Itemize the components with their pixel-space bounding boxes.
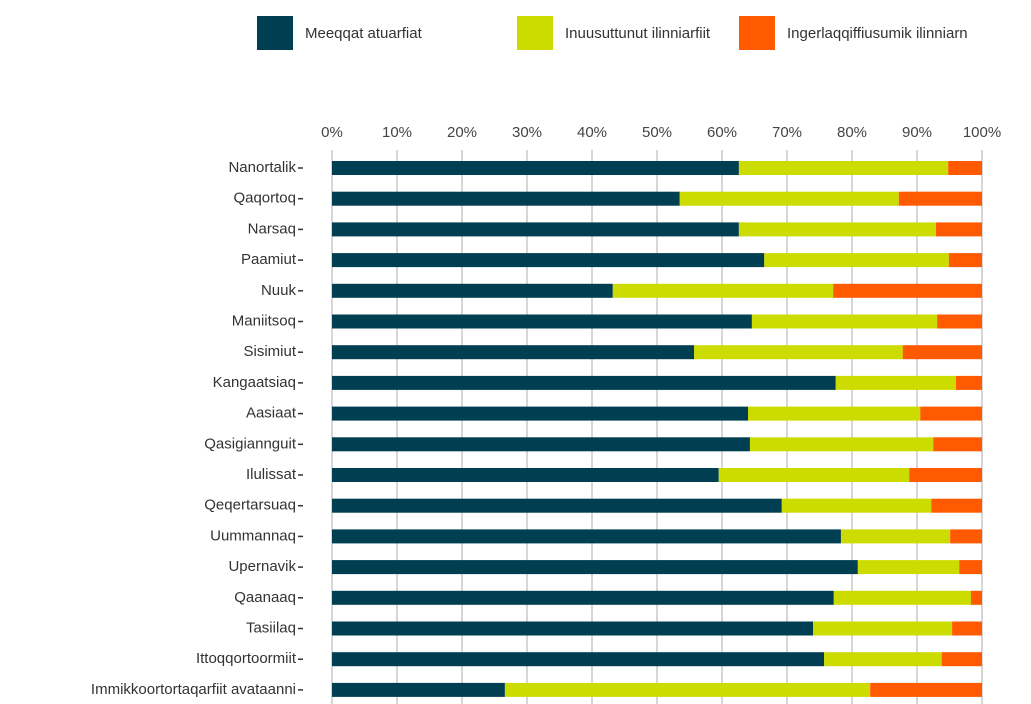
x-tick-label: 30% <box>512 124 542 141</box>
bar-segment <box>694 345 903 360</box>
bar-segment <box>748 406 921 421</box>
y-tick-label: Qasigiannguit <box>204 435 297 452</box>
bar-segment <box>332 437 750 452</box>
x-tick-label: 100% <box>963 124 1001 141</box>
y-tick-label: Qaqortoq <box>233 190 296 207</box>
bar-segment <box>970 590 982 605</box>
bar-segment <box>332 498 782 513</box>
bar-segment <box>952 621 982 636</box>
bar-segment <box>898 191 982 206</box>
x-tick-label: 40% <box>577 124 607 141</box>
legend-swatch <box>739 16 775 50</box>
bar-segment <box>332 468 719 482</box>
bar-segment <box>959 560 982 575</box>
bar-segment <box>332 375 836 390</box>
y-tick-label: Ittoqqortoormiit <box>196 650 297 667</box>
bar-segment <box>948 253 982 268</box>
x-tick-label: 60% <box>707 124 737 141</box>
y-tick-label: Aasiaat <box>246 405 297 422</box>
bar-segment <box>937 314 982 329</box>
y-tick-label: Tasiilaq <box>246 619 296 636</box>
bar-segment <box>332 161 739 175</box>
bar-segment <box>824 652 942 667</box>
bar-segment <box>332 529 841 544</box>
x-tick-label: 70% <box>772 124 802 141</box>
bar-segment <box>941 652 982 667</box>
bar-segment <box>332 191 680 206</box>
bar-segment <box>870 682 982 697</box>
bar-segment <box>679 191 899 206</box>
bar-segment <box>332 283 613 298</box>
bar-segment <box>332 560 858 575</box>
y-tick-label: Maniitsoq <box>232 312 296 329</box>
y-tick-label: Qaanaaq <box>234 589 296 606</box>
bar-segment <box>833 283 982 298</box>
bar-segment <box>956 375 982 390</box>
bar-segment <box>332 652 825 667</box>
y-tick-label: Kangaatsiaq <box>213 374 296 391</box>
y-tick-label: Sisimiut <box>243 343 296 360</box>
bar-segment <box>738 222 936 237</box>
bar-segment <box>504 682 871 697</box>
bar-segment <box>332 345 695 360</box>
y-tick-label: Ilulissat <box>246 466 297 483</box>
bar-segment <box>332 314 752 329</box>
bar-segment <box>950 529 982 544</box>
legend-label: Meeqqat atuarfiat <box>305 25 423 42</box>
legend-label: Inuusuttunut ilinniarfiit <box>565 25 711 42</box>
bar-segment <box>751 314 938 329</box>
bar-segment <box>935 222 982 237</box>
y-tick-label: Narsaq <box>248 220 296 237</box>
bar-segment <box>813 621 953 636</box>
bar-segment <box>332 406 748 421</box>
legend-swatch <box>517 16 553 50</box>
x-tick-label: 0% <box>321 124 343 141</box>
y-tick-label: Immikkoortortaqarfiit avataanni <box>91 681 296 698</box>
x-tick-label: 10% <box>382 124 412 141</box>
bar-segment <box>920 406 982 421</box>
bar-segment <box>931 498 982 513</box>
y-tick-label: Paamiut <box>241 251 297 268</box>
y-tick-label: Nanortalik <box>228 159 296 176</box>
bar-segment <box>332 222 739 237</box>
legend-swatch <box>257 16 293 50</box>
bar-segment <box>902 345 982 360</box>
y-tick-label: Qeqertarsuaq <box>204 497 296 514</box>
bar-segment <box>332 621 813 636</box>
bar-segment <box>781 498 932 513</box>
bar-segment <box>948 161 982 175</box>
y-tick-label: Upernavik <box>228 558 296 575</box>
bar-segment <box>738 161 949 175</box>
bar-segment <box>857 560 960 575</box>
bar-segment <box>749 437 934 452</box>
bar-segment <box>840 529 951 544</box>
bar-segment <box>933 437 982 452</box>
x-tick-label: 50% <box>642 124 672 141</box>
x-tick-label: 20% <box>447 124 477 141</box>
y-tick-label: Nuuk <box>261 282 297 299</box>
legend-label: Ingerlaqqiffiusumik ilinniarn <box>787 25 968 42</box>
x-tick-label: 90% <box>902 124 932 141</box>
bar-segment <box>833 590 971 605</box>
bar-segment <box>612 283 834 298</box>
bar-segment <box>332 590 834 605</box>
bar-segment <box>764 253 949 268</box>
bar-segment <box>909 468 982 482</box>
bar-segment <box>718 468 910 482</box>
bar-segment <box>332 253 765 268</box>
y-tick-label: Uummannaq <box>210 527 296 544</box>
bar-segment <box>835 375 956 390</box>
x-tick-label: 80% <box>837 124 867 141</box>
bar-segment <box>332 682 505 697</box>
